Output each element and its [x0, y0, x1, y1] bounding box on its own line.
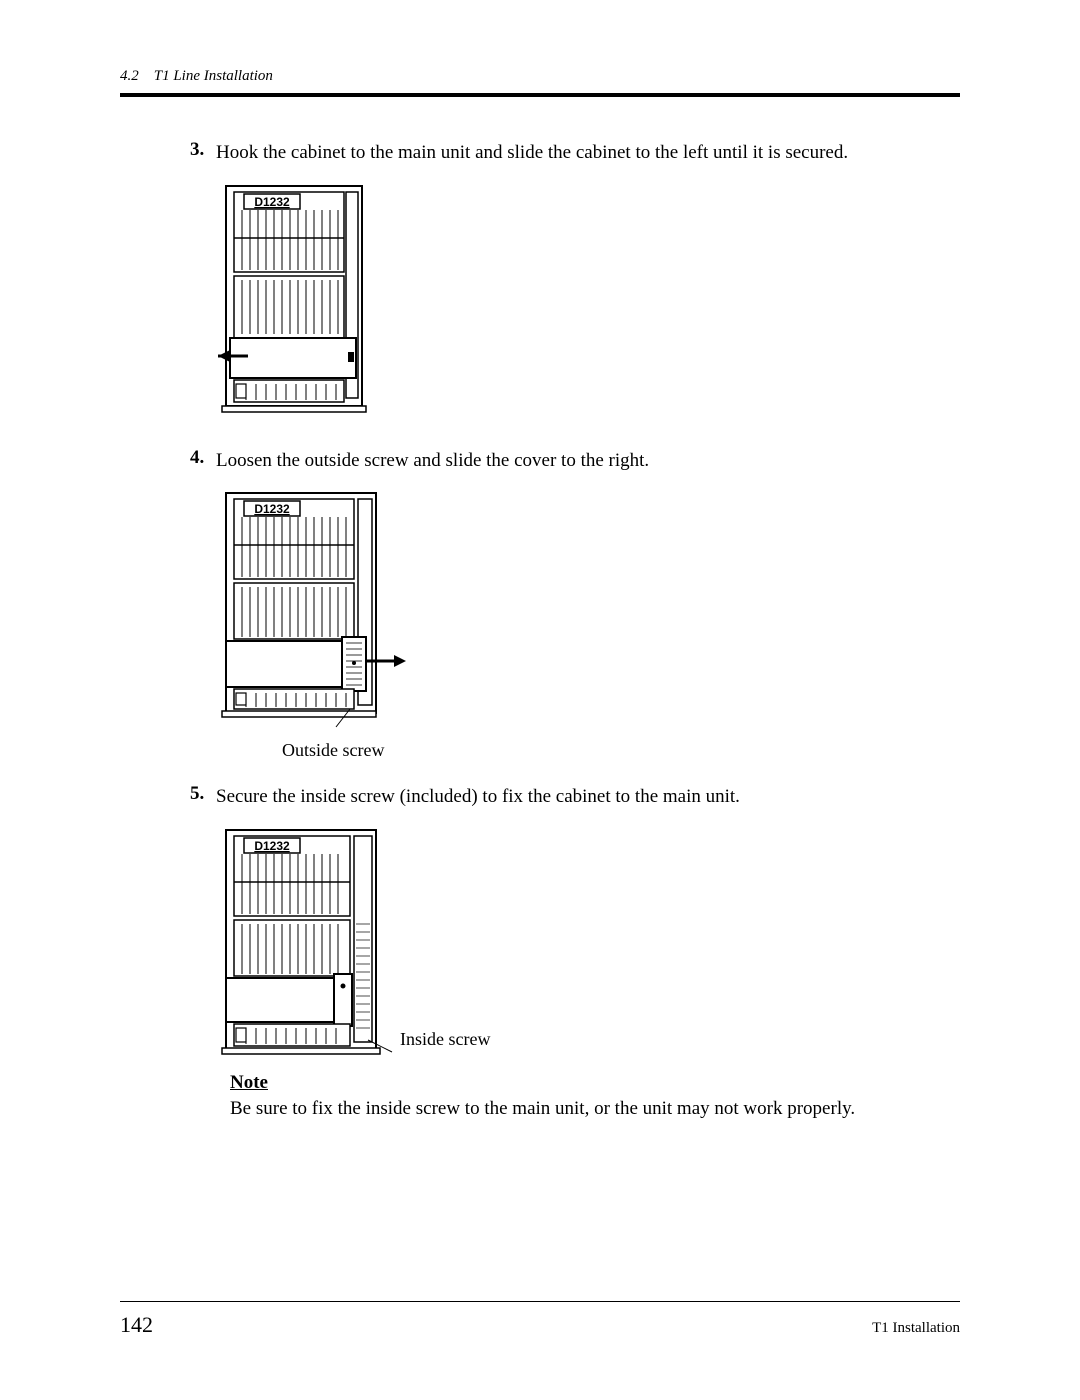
- cabinet-diagram-4: D1232: [216, 487, 416, 731]
- figure-step5: D1232: [216, 824, 960, 1058]
- cabinet-diagram-3: D1232: [216, 180, 376, 414]
- inside-screw-caption: Inside screw: [400, 1029, 490, 1050]
- header-rule: [120, 93, 960, 97]
- step-text: Loosen the outside screw and slide the c…: [216, 447, 649, 474]
- page-number: 142: [120, 1312, 153, 1338]
- footer-rule: [120, 1301, 960, 1302]
- step-text: Hook the cabinet to the main unit and sl…: [216, 139, 848, 166]
- step-number: 4.: [190, 447, 216, 474]
- step-5: 5. Secure the inside screw (included) to…: [190, 783, 960, 810]
- step-4: 4. Loosen the outside screw and slide th…: [190, 447, 960, 474]
- note-title: Note: [230, 1072, 960, 1094]
- content-area: 3. Hook the cabinet to the main unit and…: [120, 139, 960, 1120]
- step-number: 5.: [190, 783, 216, 810]
- figure-step3: D1232: [216, 180, 960, 419]
- step-3: 3. Hook the cabinet to the main unit and…: [190, 139, 960, 166]
- step-number: 3.: [190, 139, 216, 166]
- page-header: 4.2 T1 Line Installation: [120, 68, 960, 85]
- footer-label: T1 Installation: [872, 1320, 960, 1337]
- device-label: D1232: [254, 195, 290, 209]
- step-text: Secure the inside screw (included) to fi…: [216, 783, 740, 810]
- device-label: D1232: [254, 502, 290, 516]
- device-label: D1232: [254, 839, 290, 853]
- header-title: T1 Line Installation: [154, 68, 273, 84]
- header-section: 4.2: [120, 68, 139, 84]
- note-text: Be sure to fix the inside screw to the m…: [230, 1098, 960, 1120]
- page-footer: 142 T1 Installation: [120, 1301, 960, 1338]
- note-block: Note Be sure to fix the inside screw to …: [230, 1072, 960, 1120]
- cabinet-diagram-5: D1232: [216, 824, 396, 1058]
- figure-step4: D1232: [216, 487, 960, 736]
- outside-screw-caption: Outside screw: [282, 740, 960, 761]
